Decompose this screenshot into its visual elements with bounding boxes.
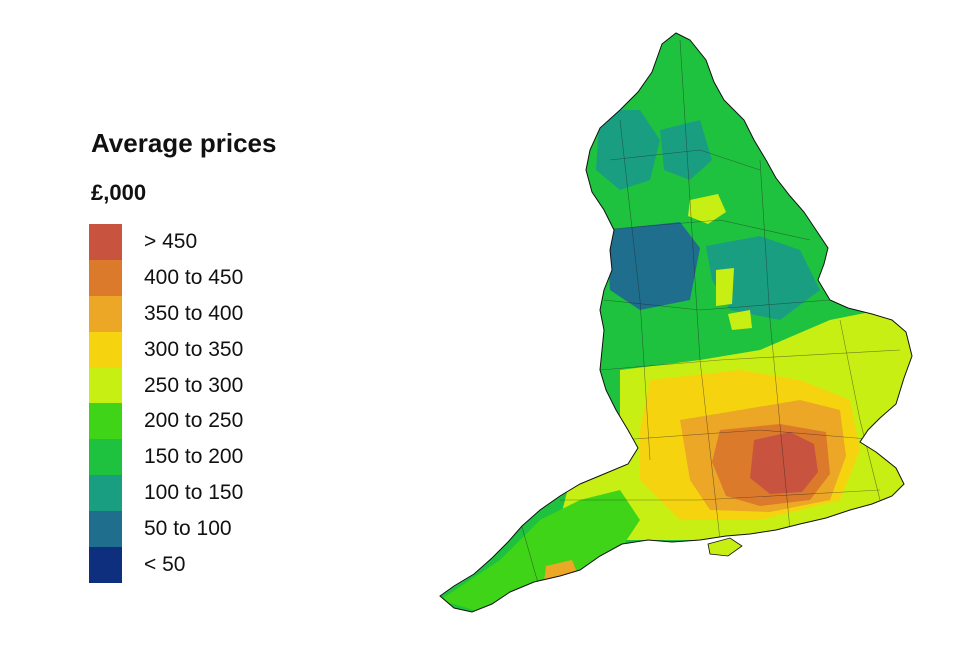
- boundary-line: [519, 519, 541, 591]
- map-region-south-west: [440, 490, 640, 612]
- boundary-line: [839, 319, 881, 501]
- legend: > 450 400 to 450 350 to 400 300 to 350 2…: [89, 224, 329, 583]
- legend-item: 400 to 450: [89, 259, 329, 296]
- boundary-line: [603, 299, 831, 311]
- district-boundaries: [519, 39, 901, 591]
- map-region-isle-of-wight: [707, 537, 743, 557]
- legend-swatch: [89, 475, 122, 512]
- legend-label: 350 to 400: [144, 301, 244, 325]
- legend-label: 200 to 250: [144, 409, 244, 433]
- legend-label: > 450: [144, 230, 198, 253]
- boundary-line: [619, 429, 881, 441]
- legend-unit: £,000: [91, 180, 147, 205]
- legend-item: 100 to 150: [89, 475, 329, 512]
- boundary-line: [599, 349, 901, 371]
- boundary-line: [619, 119, 651, 461]
- legend-title: Average prices: [91, 128, 277, 158]
- legend-swatch: [89, 259, 122, 296]
- map-region-patch: [728, 310, 752, 330]
- legend-swatch: [89, 439, 122, 476]
- legend-swatch: [89, 295, 122, 332]
- boundary-line: [599, 219, 811, 241]
- legend-item: > 450: [89, 224, 329, 260]
- boundary-line: [609, 149, 761, 171]
- map-region-patch: [716, 268, 734, 306]
- map-region-north-east: [596, 110, 660, 190]
- legend-item: 350 to 400: [89, 295, 329, 332]
- legend-swatch: [89, 367, 122, 404]
- map-region-patch: [688, 194, 726, 224]
- legend-item: 50 to 100: [89, 511, 329, 548]
- boundary-line: [679, 39, 721, 541]
- legend-swatch: [89, 547, 122, 583]
- map-region-north-west-urban: [606, 222, 700, 310]
- legend-label: 50 to 100: [144, 517, 232, 541]
- legend-label: 250 to 300: [144, 373, 244, 397]
- legend-item: 300 to 350: [89, 331, 329, 368]
- legend-swatch: [89, 331, 122, 368]
- legend-label: 300 to 350: [144, 337, 244, 361]
- boundary-line: [560, 489, 881, 501]
- legend-item: < 50: [89, 547, 329, 583]
- legend-item: 200 to 250: [89, 403, 329, 440]
- legend-swatch: [89, 224, 122, 260]
- legend-label: < 50: [144, 553, 186, 577]
- map-region-yorkshire: [706, 236, 820, 320]
- map-regions: [440, 33, 912, 612]
- boundary-line: [759, 159, 791, 531]
- legend-swatch: [89, 511, 122, 548]
- legend-label: 400 to 450: [144, 265, 244, 289]
- map-region-north-east: [660, 120, 712, 180]
- legend-item: 250 to 300: [89, 367, 329, 404]
- legend-label: 150 to 200: [144, 445, 244, 469]
- map-region-london: [750, 432, 818, 494]
- legend-item: 150 to 200: [89, 439, 329, 476]
- legend-swatch: [89, 403, 122, 440]
- legend-label: 100 to 150: [144, 481, 244, 505]
